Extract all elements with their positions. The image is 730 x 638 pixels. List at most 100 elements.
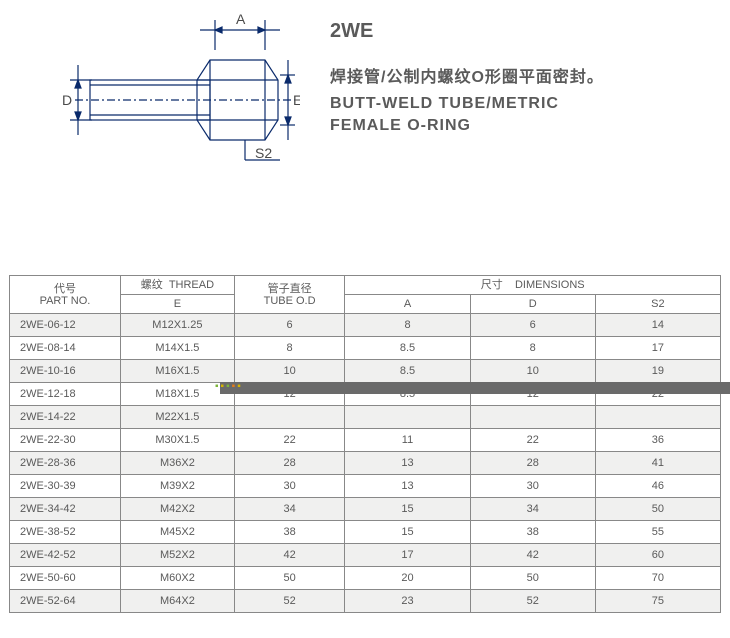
cell-tube: 42 [234,544,344,567]
cell-thread: M42X2 [120,498,234,521]
table-row: 2WE-08-14M14X1.588.5817 [10,337,721,360]
spec-table: 代号PART NO. 螺纹 THREAD 管子直径TUBE O.D 尺寸 DIM… [9,275,721,613]
table-row: 2WE-10-16M16X1.5108.51019 [10,360,721,383]
cell-S2: 70 [595,567,720,590]
cell-part: 2WE-22-30 [10,429,121,452]
cell-tube: 34 [234,498,344,521]
table-row: 2WE-22-30M30X1.522112236 [10,429,721,452]
table-row: 2WE-06-12M12X1.2568614 [10,314,721,337]
cell-thread: M64X2 [120,590,234,613]
col-header-tube: 管子直径TUBE O.D [234,276,344,314]
cell-part: 2WE-12-18 [10,383,121,406]
cell-part: 2WE-14-22 [10,406,121,429]
col-header-thread: 螺纹 THREAD [120,276,234,295]
dim-label-S2: S2 [255,145,272,161]
cell-A: 8 [345,314,470,337]
cell-S2: 46 [595,475,720,498]
cell-S2: 17 [595,337,720,360]
cell-part: 2WE-30-39 [10,475,121,498]
dim-label-E: E [293,92,300,108]
cell-D: 52 [470,590,595,613]
cell-tube: 6 [234,314,344,337]
cell-A: 11 [345,429,470,452]
cell-D: 6 [470,314,595,337]
cell-D: 30 [470,475,595,498]
cell-A [345,406,470,429]
dim-label-D: D [62,92,72,108]
cell-D: 38 [470,521,595,544]
cell-S2: 50 [595,498,720,521]
overlay-bar [220,382,730,394]
cell-part: 2WE-50-60 [10,567,121,590]
table-row: 2WE-28-36M36X228132841 [10,452,721,475]
watermark-fragment: ▪▪▪▪▪ [215,381,243,392]
cell-thread: M36X2 [120,452,234,475]
cell-A: 8.5 [345,360,470,383]
description-chinese: 焊接管/公制内螺纹O形圈平面密封。 [330,63,710,87]
cell-A: 13 [345,475,470,498]
cell-part: 2WE-52-64 [10,590,121,613]
table-row: 2WE-38-52M45X238153855 [10,521,721,544]
cell-A: 8.5 [345,337,470,360]
cell-A: 17 [345,544,470,567]
col-sub-S2: S2 [595,295,720,314]
cell-tube: 8 [234,337,344,360]
cell-D: 10 [470,360,595,383]
cell-tube: 30 [234,475,344,498]
cell-thread: M12X1.25 [120,314,234,337]
table-row: 2WE-34-42M42X234153450 [10,498,721,521]
cell-thread: M30X1.5 [120,429,234,452]
cell-A: 23 [345,590,470,613]
title-block: 2WE 焊接管/公制内螺纹O形圈平面密封。 BUTT-WELD TUBE/MET… [330,10,710,175]
col-header-part: 代号PART NO. [10,276,121,314]
cell-D: 22 [470,429,595,452]
cell-thread: M22X1.5 [120,406,234,429]
cell-A: 13 [345,452,470,475]
cell-thread: M16X1.5 [120,360,234,383]
cell-D: 42 [470,544,595,567]
description-english: BUTT-WELD TUBE/METRIC FEMALE O-RING [330,93,710,138]
cell-part: 2WE-38-52 [10,521,121,544]
table-row: 2WE-14-22M22X1.5 [10,406,721,429]
cell-S2: 36 [595,429,720,452]
cell-tube [234,406,344,429]
cell-tube: 38 [234,521,344,544]
cell-S2: 14 [595,314,720,337]
cell-S2: 55 [595,521,720,544]
cell-thread: M39X2 [120,475,234,498]
cell-thread: M45X2 [120,521,234,544]
cell-part: 2WE-42-52 [10,544,121,567]
cell-tube: 50 [234,567,344,590]
col-sub-E: E [120,295,234,314]
table-row: 2WE-30-39M39X230133046 [10,475,721,498]
col-header-dimensions: 尺寸 DIMENSIONS [345,276,721,295]
cell-thread: M52X2 [120,544,234,567]
cell-A: 15 [345,521,470,544]
col-sub-A: A [345,295,470,314]
dim-label-A: A [236,11,246,27]
cell-part: 2WE-10-16 [10,360,121,383]
cell-tube: 52 [234,590,344,613]
cell-S2: 60 [595,544,720,567]
cell-tube: 28 [234,452,344,475]
cell-tube: 10 [234,360,344,383]
cell-part: 2WE-28-36 [10,452,121,475]
cell-A: 15 [345,498,470,521]
cell-D: 34 [470,498,595,521]
cell-part: 2WE-06-12 [10,314,121,337]
cell-thread: M14X1.5 [120,337,234,360]
cell-part: 2WE-34-42 [10,498,121,521]
cell-tube: 22 [234,429,344,452]
cell-D [470,406,595,429]
technical-diagram: A D [20,10,300,175]
col-sub-D: D [470,295,595,314]
cell-A: 20 [345,567,470,590]
cell-part: 2WE-08-14 [10,337,121,360]
cell-thread: M60X2 [120,567,234,590]
model-code: 2WE [330,20,710,43]
cell-S2: 75 [595,590,720,613]
table-row: 2WE-52-64M64X252235275 [10,590,721,613]
cell-D: 28 [470,452,595,475]
cell-S2: 19 [595,360,720,383]
cell-D: 50 [470,567,595,590]
